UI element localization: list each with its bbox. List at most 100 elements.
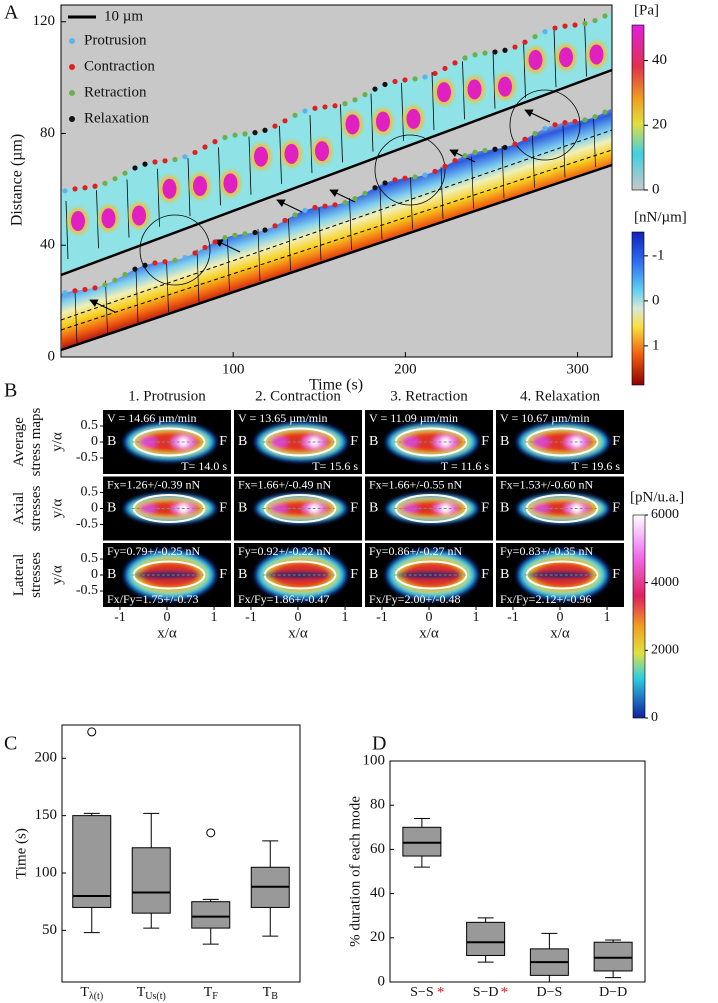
cell-outline (379, 187, 383, 240)
phase-dot (182, 154, 188, 160)
x-axis-label: x/α (419, 625, 439, 641)
y-axis-label: y/α (49, 565, 65, 585)
front-label: F (219, 434, 227, 449)
phase-dot (302, 207, 308, 213)
panel-label: D (372, 733, 386, 755)
x-tick-label: TF (204, 985, 219, 1002)
x-tick-label: S−D (473, 985, 499, 1000)
phase-dot (502, 47, 508, 53)
colorbar-tick-label: 40 (652, 52, 667, 68)
phase-dot (522, 39, 528, 45)
phase-dot (352, 97, 358, 103)
box (593, 941, 633, 972)
y-tick-label: 80 (40, 125, 55, 141)
x-tick-label: -1 (245, 610, 257, 625)
back-label: B (238, 501, 247, 516)
phase-dot (242, 131, 248, 137)
phase-dot (252, 229, 258, 236)
cell-outline (349, 197, 352, 250)
phase-dot (252, 130, 258, 136)
significance: * (501, 984, 509, 1000)
x-tick-label: -1 (507, 610, 519, 625)
phase-dot (362, 190, 368, 196)
box (402, 826, 442, 857)
legend-label: Relaxation (84, 110, 149, 126)
phase-dot (452, 60, 458, 66)
cell-outline (471, 156, 474, 209)
phase-dot (512, 141, 518, 147)
force-ratio: Fx/Fy=2.12+/-0.96 (500, 592, 592, 606)
cell-outline (65, 201, 69, 260)
stress-spot (467, 79, 482, 100)
cell-outline (562, 125, 566, 178)
y-tick-label: 0 (91, 567, 98, 582)
y-axis-label: Time (s) (13, 828, 29, 879)
phase-dot (382, 180, 388, 186)
cell-outline (523, 39, 526, 98)
cell-outline (318, 208, 322, 261)
phase-dot (462, 55, 468, 61)
axial-force: Fx=1.26+/-0.39 nN (107, 477, 201, 491)
box (466, 921, 506, 956)
phase-dot (572, 22, 578, 28)
phase-dot (182, 254, 188, 261)
phase-dot (232, 132, 238, 138)
cell-outline (218, 147, 221, 206)
phase-dot (492, 49, 498, 55)
phase-dot (262, 227, 268, 233)
front-label: F (350, 434, 358, 449)
y-tick-label: 0.5 (81, 418, 99, 433)
front-label: F (219, 501, 227, 516)
phase-dot (472, 52, 478, 58)
back-label: B (107, 501, 116, 516)
phase-dot (72, 288, 78, 294)
stress-spot (315, 141, 329, 162)
cell-outline (135, 270, 139, 323)
y-tick-label: 0 (91, 434, 98, 449)
column-title: 4. Relaxation (520, 388, 600, 404)
x-tick-label: 0 (557, 610, 564, 625)
x-tick-label: TB (263, 985, 279, 1002)
phase-dot (562, 23, 568, 29)
cell-outline (157, 168, 160, 227)
colorbar-tick-label: 0 (652, 181, 660, 197)
cell-outline (187, 158, 191, 217)
cell-outline (370, 93, 374, 152)
velocity: V = 10.67 µm/min (500, 411, 589, 425)
y-tick-label: 120 (33, 13, 56, 29)
front-label: F (481, 501, 489, 516)
period: T = 19.6 s (571, 459, 620, 473)
phase-dot (602, 13, 608, 19)
highlight-circle (374, 134, 446, 206)
velocity: V = 13.65 µm/min (238, 411, 327, 425)
y-tick-label: 200 (35, 750, 58, 766)
phase-dot (112, 176, 118, 182)
phase-dot (62, 290, 68, 296)
phase-dot (232, 232, 238, 238)
back-label: B (107, 434, 116, 449)
x-tick-label: 200 (394, 361, 417, 377)
cell-outline (166, 259, 169, 312)
phase-dot (512, 44, 518, 50)
force-ratio: Fx/Fy=1.75+/-0.73 (107, 592, 199, 606)
phase-dot (352, 196, 358, 202)
phase-dot (372, 86, 378, 92)
y-tick-label: 100 (363, 752, 386, 768)
stress-spot (132, 205, 146, 226)
phase-dot (532, 34, 538, 40)
arrow (276, 199, 303, 213)
legend-label: Protrusion (84, 32, 147, 48)
phase-dot (402, 175, 408, 181)
phase-dot (82, 185, 88, 191)
phase-dot (522, 136, 528, 142)
stress-spot (528, 49, 543, 70)
colorbar-label: [Pa] (634, 2, 659, 18)
phase-dot (102, 282, 108, 288)
front-label: F (219, 567, 227, 582)
colorbar-tick-label: 20 (652, 117, 667, 133)
x-axis-label: Time (s) (309, 377, 363, 394)
velocity: V = 11.09 µm/min (369, 411, 458, 425)
y-tick-label: 0.5 (81, 485, 99, 500)
cell-outline (309, 115, 313, 174)
velocity: V = 14.66 µm/min (107, 411, 196, 425)
